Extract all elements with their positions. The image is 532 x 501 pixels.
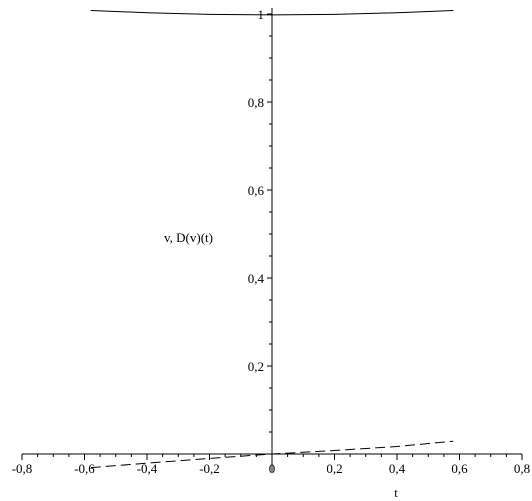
series-solid-line: [90, 10, 454, 16]
x-tick-label: -0,6: [74, 461, 95, 476]
y-tick-label: 0,6: [248, 183, 265, 198]
x-tick-label: -0,2: [199, 461, 220, 476]
y-tick-label: 0,8: [248, 95, 264, 110]
axes: [22, 8, 522, 472]
y-tick-label: 0,2: [248, 359, 264, 374]
series-layer: [90, 10, 454, 469]
major-ticks: -0,8 -0,6 -0,4 -0,2 0 0,2 0,4 0,6 0,8 0,2 0,4 0,6 0,…: [12, 7, 530, 476]
x-tick-label: 0,4: [389, 461, 406, 476]
series-dashed-line: [90, 440, 454, 469]
x-tick-label: -0,4: [137, 461, 158, 476]
y-tick-label: 0,4: [248, 271, 265, 286]
x-tick-label: 0,8: [514, 461, 530, 476]
x-tick-label: 0,2: [326, 461, 342, 476]
x-tick-label: 0: [269, 461, 276, 476]
x-tick-label: -0,8: [12, 461, 33, 476]
x-tick-label: 0,6: [451, 461, 468, 476]
y-axis-label: v, D(v)(t): [164, 230, 213, 245]
x-axis-label: t: [394, 485, 398, 500]
